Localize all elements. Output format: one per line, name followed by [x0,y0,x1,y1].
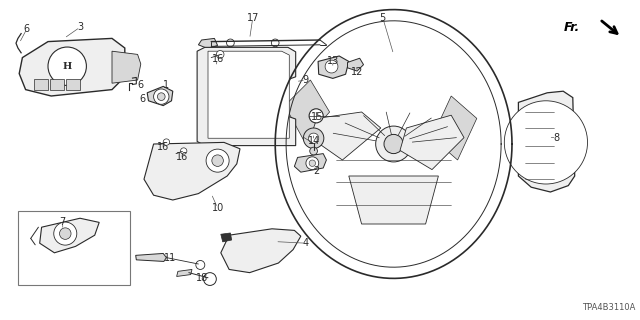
Circle shape [60,228,71,239]
Circle shape [206,149,229,172]
Text: Fr.: Fr. [563,21,580,34]
Circle shape [271,39,279,47]
Text: 13: 13 [326,56,339,66]
Text: H: H [63,62,72,71]
Polygon shape [177,269,192,276]
Circle shape [157,93,165,100]
Circle shape [308,133,319,143]
Text: 16: 16 [176,152,189,162]
Text: 14: 14 [307,136,320,146]
Polygon shape [40,218,99,253]
Text: 15: 15 [310,112,323,122]
Text: 18: 18 [195,273,208,284]
Circle shape [309,109,323,123]
Circle shape [325,60,338,73]
Circle shape [309,160,316,166]
Text: 6: 6 [139,94,145,104]
Text: TPA4B3110A: TPA4B3110A [582,303,635,312]
Polygon shape [197,47,296,146]
Circle shape [306,157,319,170]
Polygon shape [349,176,438,224]
Text: 6: 6 [24,24,30,34]
Circle shape [54,222,77,245]
Polygon shape [144,142,240,200]
Polygon shape [19,38,125,96]
Polygon shape [198,38,218,49]
Polygon shape [221,229,301,273]
Polygon shape [348,58,364,71]
Bar [18,211,130,285]
Polygon shape [400,115,464,170]
Text: 16: 16 [211,54,224,64]
Text: 11: 11 [163,252,176,263]
Polygon shape [310,112,381,160]
Circle shape [376,126,412,162]
Text: 1: 1 [163,80,170,90]
Circle shape [216,51,224,58]
Text: 6: 6 [138,80,144,90]
Circle shape [48,47,86,85]
Bar [50,79,64,90]
Circle shape [212,155,223,166]
Polygon shape [136,253,166,261]
Text: 3: 3 [77,22,83,32]
Text: 7: 7 [60,217,66,228]
Text: 17: 17 [246,12,259,23]
Text: 12: 12 [351,67,364,77]
Polygon shape [112,51,141,83]
Text: 8: 8 [554,132,560,143]
Text: 9: 9 [303,75,309,85]
Polygon shape [294,154,326,172]
Polygon shape [208,51,289,138]
Polygon shape [147,86,173,106]
Text: 4: 4 [303,238,309,248]
Circle shape [504,101,588,184]
Circle shape [227,39,234,47]
Circle shape [384,134,403,154]
Text: 10: 10 [211,203,224,213]
Circle shape [154,89,169,104]
Polygon shape [221,233,232,242]
Polygon shape [318,56,349,78]
Circle shape [310,147,317,155]
Circle shape [180,148,187,154]
Text: 5: 5 [380,12,386,23]
Polygon shape [432,96,477,160]
Circle shape [303,128,324,148]
Bar [66,79,80,90]
Circle shape [196,260,205,269]
Text: 2: 2 [314,166,320,176]
Text: 16: 16 [157,142,170,152]
Bar [34,79,48,90]
Polygon shape [285,80,330,141]
Circle shape [163,139,170,145]
Polygon shape [518,91,575,192]
